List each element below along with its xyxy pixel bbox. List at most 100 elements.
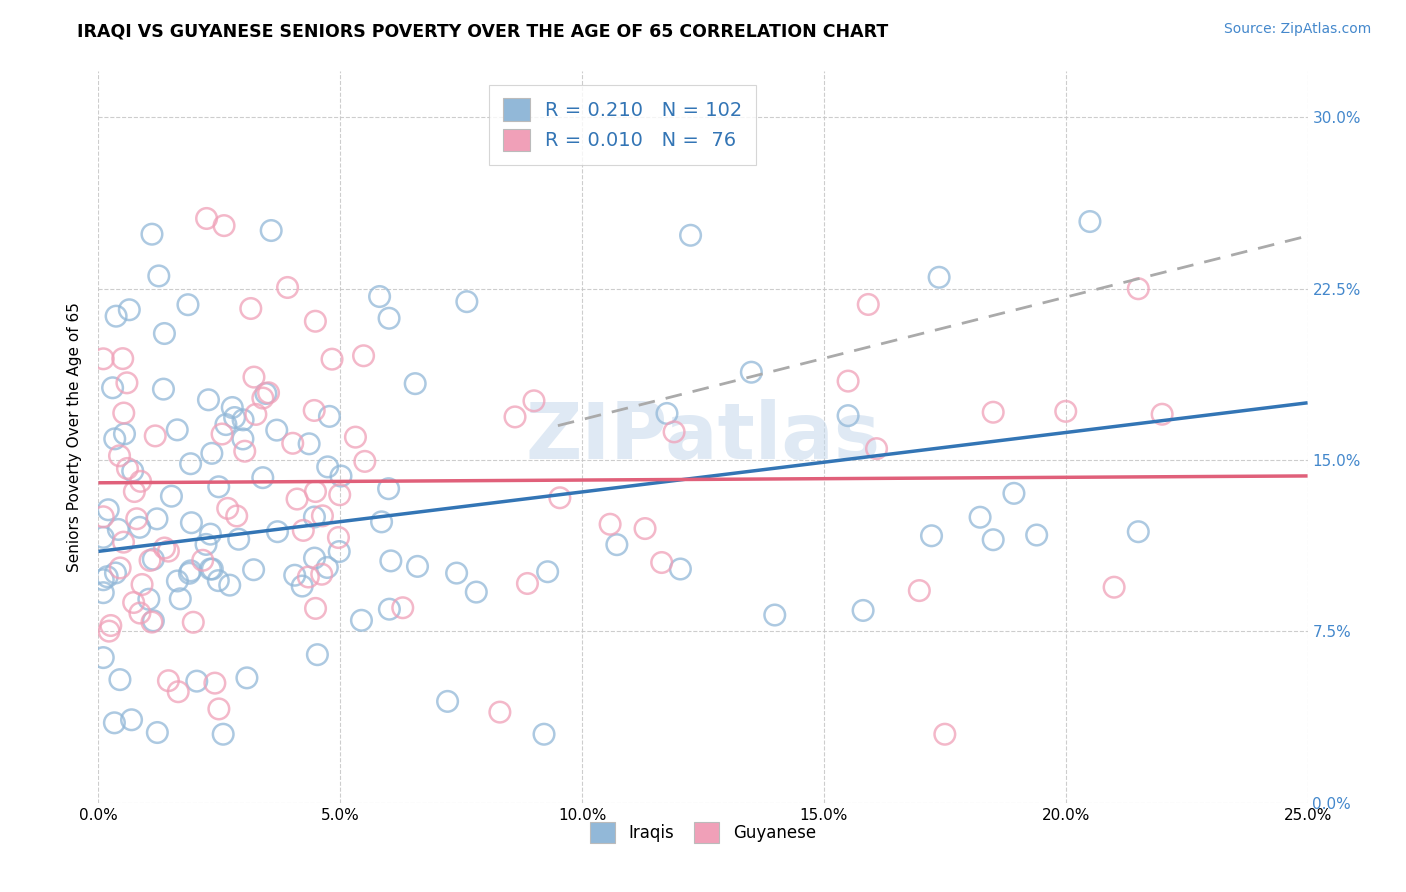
Point (180, 457, 202, 471)
Legend: Iraqis, Guyanese: Iraqis, Guyanese (583, 815, 823, 849)
Point (406, 559, 429, 574)
Point (91, 585, 114, 599)
Point (378, 602, 401, 616)
Point (533, 727, 555, 741)
Point (204, 676, 226, 690)
Point (503, 409, 526, 424)
Point (318, 409, 340, 424)
Point (98, 624, 121, 639)
Y-axis label: Seniors Poverty Over the Age of 65: Seniors Poverty Over the Age of 65 (67, 302, 83, 572)
Point (1128, 282, 1150, 296)
Point (350, 613, 373, 627)
Point (108, 673, 131, 687)
Point (297, 570, 319, 584)
Point (316, 560, 339, 574)
Point (321, 352, 343, 367)
Point (225, 508, 247, 523)
Point (242, 563, 264, 577)
Point (523, 393, 546, 408)
Point (104, 566, 127, 580)
Point (195, 211, 218, 226)
Point (260, 223, 283, 237)
Point (201, 562, 224, 576)
Point (1128, 524, 1150, 539)
Point (208, 480, 231, 494)
Point (353, 454, 375, 468)
Point (200, 527, 222, 541)
Point (121, 464, 143, 478)
Point (141, 615, 163, 629)
Point (169, 591, 191, 606)
Point (380, 554, 402, 568)
Point (195, 537, 218, 551)
Point (236, 671, 259, 685)
Point (152, 382, 174, 396)
Point (177, 298, 200, 312)
Point (1002, 486, 1025, 500)
Point (330, 469, 353, 483)
Point (763, 607, 786, 622)
Point (96, 570, 118, 584)
Point (328, 531, 350, 545)
Point (662, 425, 685, 439)
Point (858, 297, 880, 311)
Point (865, 442, 887, 456)
Point (353, 349, 375, 363)
Point (304, 484, 326, 499)
Point (129, 475, 152, 489)
Point (1025, 528, 1047, 542)
Point (142, 552, 165, 566)
Point (311, 508, 333, 523)
Point (232, 432, 254, 446)
Point (908, 583, 931, 598)
Point (634, 522, 657, 536)
Point (837, 409, 859, 423)
Point (180, 564, 202, 578)
Point (179, 566, 201, 581)
Point (404, 376, 426, 391)
Point (111, 351, 134, 366)
Text: Source: ZipAtlas.com: Source: ZipAtlas.com (1223, 22, 1371, 37)
Point (285, 491, 308, 506)
Point (221, 401, 243, 415)
Point (153, 326, 176, 341)
Point (181, 615, 204, 630)
Point (655, 407, 678, 421)
Point (232, 413, 254, 427)
Point (252, 470, 274, 484)
Point (284, 568, 307, 582)
Point (377, 482, 399, 496)
Point (292, 524, 315, 538)
Point (146, 512, 169, 526)
Text: ZIPatlas: ZIPatlas (526, 399, 880, 475)
Point (160, 489, 183, 503)
Point (91, 351, 114, 366)
Point (266, 423, 288, 437)
Point (228, 533, 250, 547)
Text: IRAQI VS GUYANESE SENIORS POVERTY OVER THE AGE OF 65 CORRELATION CHART: IRAQI VS GUYANESE SENIORS POVERTY OVER T… (77, 22, 889, 40)
Point (167, 684, 190, 698)
Point (91, 530, 114, 544)
Point (215, 417, 238, 432)
Point (239, 301, 262, 316)
Point (118, 302, 141, 317)
Point (143, 429, 166, 443)
Point (243, 370, 266, 384)
Point (91, 650, 114, 665)
Point (138, 592, 160, 607)
Point (446, 566, 468, 580)
Point (107, 523, 129, 537)
Point (378, 311, 401, 326)
Point (153, 541, 176, 555)
Point (186, 674, 208, 689)
Point (257, 385, 280, 400)
Point (101, 381, 124, 395)
Point (224, 410, 246, 425)
Point (212, 727, 235, 741)
Point (266, 524, 288, 539)
Point (679, 228, 702, 243)
Point (254, 386, 277, 401)
Point (391, 600, 413, 615)
Point (191, 553, 214, 567)
Point (197, 392, 219, 407)
